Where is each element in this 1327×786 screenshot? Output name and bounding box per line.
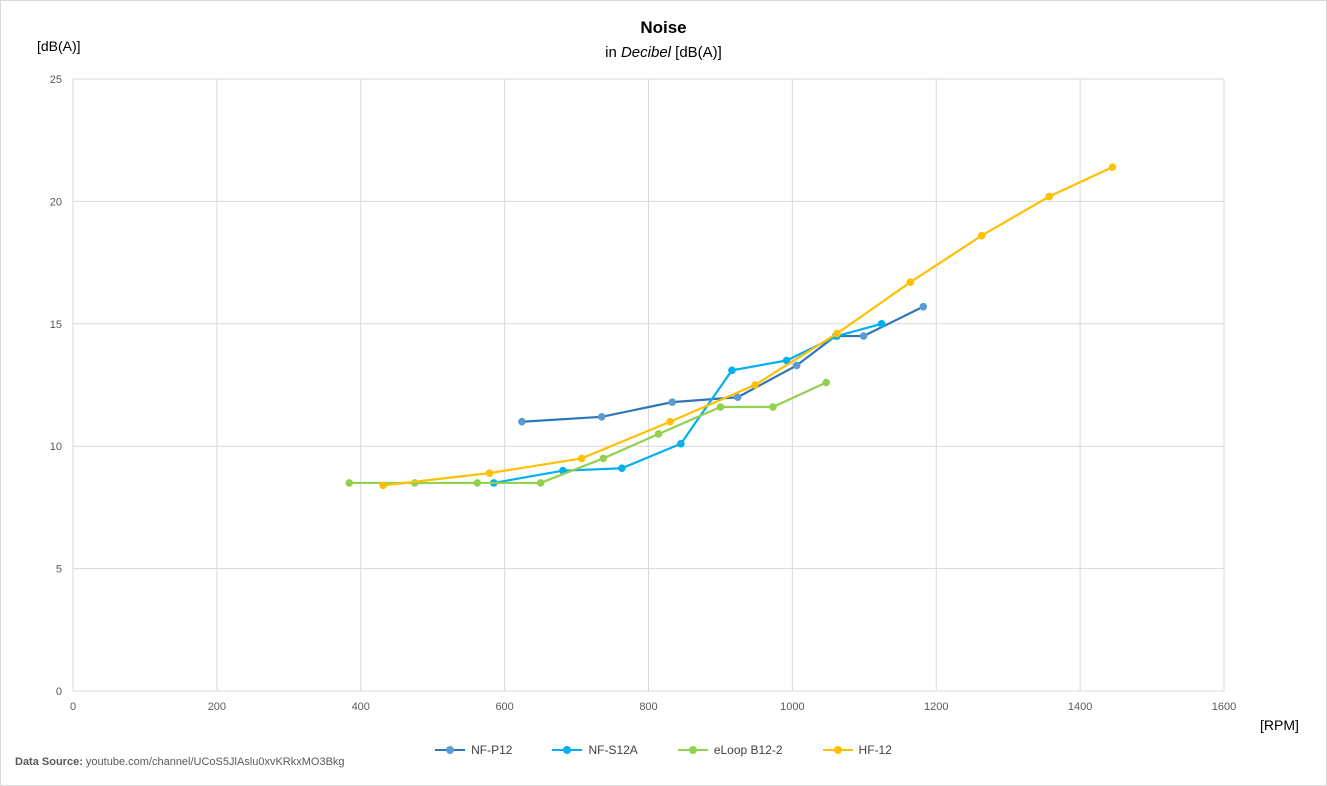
data-point [668, 398, 677, 406]
subtitle-italic: Decibel [620, 44, 671, 61]
legend-item: eLoop B12-2 [677, 743, 783, 757]
data-point [977, 231, 986, 240]
legend-swatch-marker [688, 746, 697, 754]
x-tick-label: 1000 [780, 701, 804, 713]
legend-swatch [435, 744, 466, 756]
data-point [728, 366, 736, 375]
series-line [382, 166, 1113, 487]
legend-item: NF-S12A [552, 743, 638, 757]
x-tick-label: 1200 [924, 701, 948, 713]
x-tick-label: 800 [639, 701, 657, 713]
data-point [1045, 192, 1053, 201]
data-point [877, 320, 886, 328]
data-point [379, 481, 387, 490]
y-tick-label: 15 [50, 319, 62, 331]
legend-swatch [552, 744, 583, 756]
data-point [518, 417, 526, 426]
legend-label: eLoop B12-2 [713, 743, 783, 757]
data-point [792, 361, 801, 370]
data-point [833, 329, 841, 338]
legend-swatch-marker [833, 746, 842, 754]
legend-swatch-marker [563, 746, 572, 754]
data-point [577, 454, 586, 463]
x-tick-label: 0 [70, 701, 76, 713]
data-point [859, 332, 868, 340]
series-line [493, 322, 882, 485]
series-line [349, 381, 827, 485]
data-point [1108, 163, 1117, 171]
legend-swatch [677, 744, 708, 756]
data-point [597, 413, 606, 421]
data-point [906, 278, 915, 286]
data-point [599, 454, 607, 463]
data-point [618, 464, 626, 473]
data-source-label: Data Source: [15, 756, 83, 768]
subtitle-prefix: in [605, 44, 621, 61]
data-point [733, 393, 742, 402]
x-axis-label: [RPM] [1260, 717, 1299, 733]
legend-swatch-marker [446, 746, 455, 754]
data-point [919, 302, 928, 311]
x-tick-label: 200 [208, 701, 226, 713]
data-point [666, 417, 674, 426]
y-tick-label: 0 [56, 686, 62, 698]
x-tick-label: 1600 [1212, 701, 1236, 713]
data-source-text: youtube.com/channel/UCoS5JlAslu0xvKRkxMO… [85, 756, 345, 768]
data-point [782, 356, 791, 365]
data-point [769, 403, 777, 411]
y-tick-label: 10 [50, 441, 62, 453]
y-axis-label: [dB(A)] [37, 38, 81, 54]
y-tick-label: 25 [50, 74, 62, 86]
legend-swatch [822, 744, 853, 756]
data-point [473, 479, 482, 487]
data-point [485, 469, 494, 477]
data-source: Data Source: youtube.com/channel/UCoS5Jl… [15, 756, 345, 768]
x-tick-label: 1400 [1068, 701, 1092, 713]
y-tick-label: 5 [56, 564, 62, 576]
legend-label: HF-12 [858, 743, 892, 757]
data-point [345, 479, 354, 487]
data-point [677, 439, 685, 448]
x-tick-label: 600 [495, 701, 513, 713]
data-point [654, 430, 663, 438]
legend: NF-P12 NF-S12A eLoop B12-2 HF-12 [0, 743, 1327, 757]
x-tick-label: 400 [352, 701, 370, 713]
legend-label: NF-S12A [588, 743, 638, 757]
chart-title: Noise [640, 18, 687, 37]
data-point [536, 479, 545, 487]
series-line [521, 305, 924, 423]
data-point [716, 403, 725, 411]
chart-subtitle: in Decibel [dB(A)] [0, 44, 1327, 61]
data-point [751, 381, 759, 389]
subtitle-suffix: [dB(A)] [671, 44, 722, 61]
y-tick-label: 20 [50, 196, 62, 208]
legend-item: HF-12 [822, 743, 892, 757]
legend-label: NF-P12 [471, 743, 513, 757]
data-point [822, 378, 830, 387]
legend-item: NF-P12 [435, 743, 512, 757]
